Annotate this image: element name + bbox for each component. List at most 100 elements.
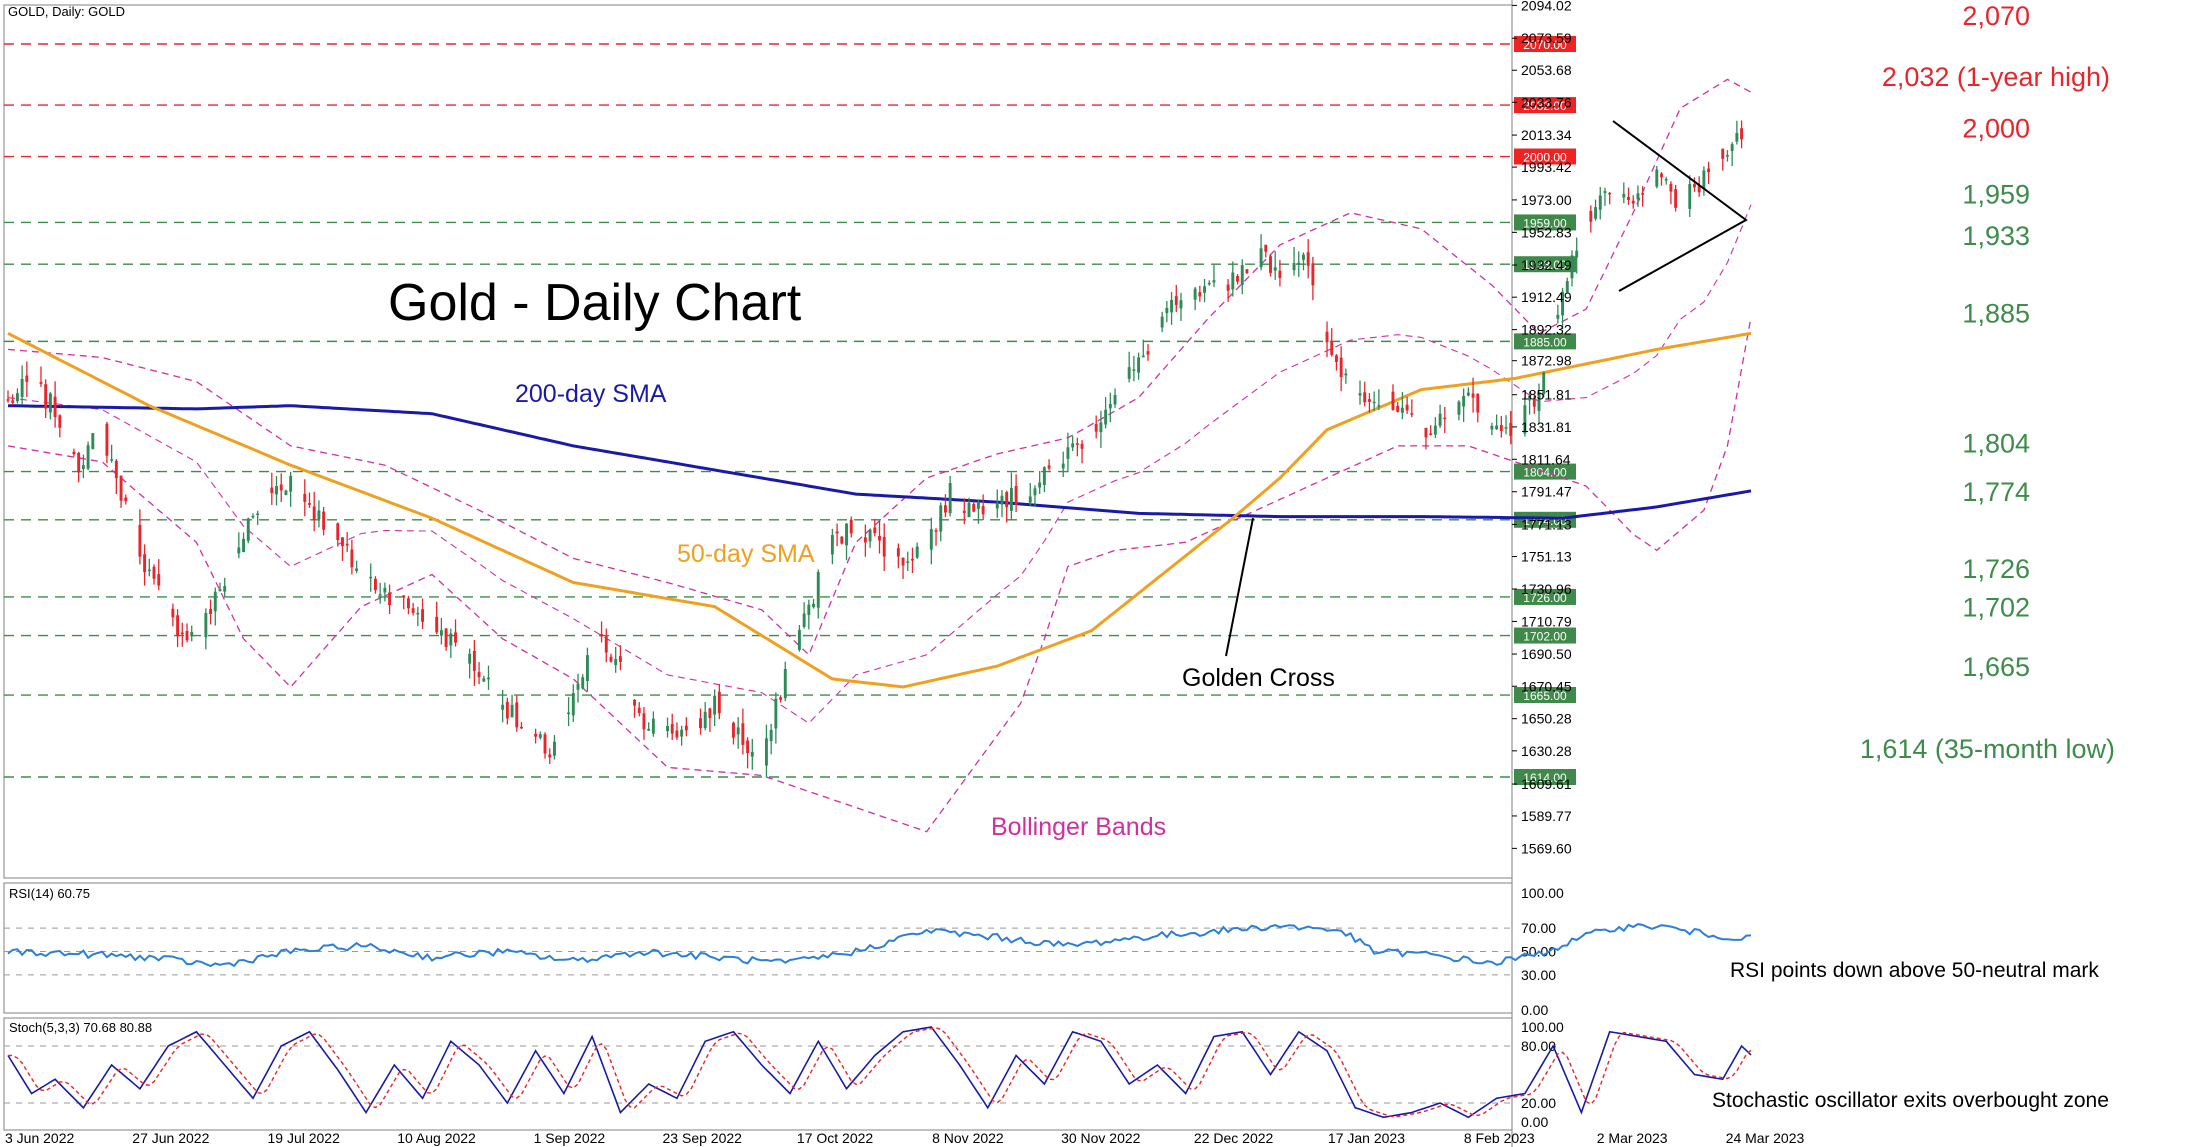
price-tick-label-1851.81: 1851.81 — [1521, 387, 1572, 403]
candle-body — [567, 712, 571, 715]
level-tag-1804 — [1514, 463, 1576, 480]
candle-body — [44, 384, 48, 409]
stoch-title: Stoch(5,3,3) 70.68 80.88 — [9, 1020, 152, 1035]
candle-body — [157, 574, 161, 586]
candle-body — [1377, 405, 1381, 407]
date-label-4: 1 Sep 2022 — [534, 1130, 606, 1146]
moving-averages — [7, 331, 1752, 689]
level-tag-text-2070: 2070.00 — [1523, 38, 1567, 52]
candle-body — [1165, 307, 1169, 314]
candle-body — [15, 393, 19, 402]
candle-body — [538, 734, 542, 738]
price-tick-label-1609.61: 1609.61 — [1521, 776, 1572, 792]
candle-body — [435, 616, 439, 633]
candle-body — [416, 612, 420, 615]
rsi-tick-0.00: 0.00 — [1521, 1002, 1548, 1018]
candle-body — [1108, 403, 1112, 409]
level-tag-1726 — [1514, 588, 1576, 605]
candle-body — [1198, 292, 1202, 297]
candle-body — [552, 741, 556, 756]
date-label-7: 8 Nov 2022 — [932, 1130, 1004, 1146]
candle-body — [1132, 369, 1136, 371]
candle-body — [1707, 168, 1711, 173]
candle-body — [477, 672, 481, 678]
candle-body — [1047, 465, 1051, 469]
candle-body — [388, 592, 392, 605]
level-tag-text-1959: 1959.00 — [1523, 216, 1567, 230]
candle-body — [86, 445, 90, 469]
level-tag-text-1804: 1804.00 — [1523, 466, 1567, 480]
candle-body — [501, 704, 505, 710]
candle-body — [1292, 262, 1296, 271]
candle-body — [1466, 392, 1470, 396]
candle-body — [1240, 265, 1244, 285]
candle-body — [1721, 148, 1725, 159]
candle-body — [1170, 299, 1174, 313]
candle-body — [242, 538, 245, 553]
stoch-tick-100.00: 100.00 — [1521, 1019, 1564, 1035]
candle-body — [1627, 196, 1630, 200]
candle-body — [774, 698, 778, 729]
candle-body — [58, 415, 62, 428]
golden-cross-label: Golden Cross — [1182, 664, 1335, 692]
candlesticks — [6, 120, 1744, 778]
candle-body — [1207, 282, 1211, 285]
candle-body — [633, 699, 636, 706]
candle-body — [962, 510, 966, 513]
candle-body — [741, 723, 745, 745]
candle-body — [1212, 280, 1216, 283]
chart-annotations: GOLD, Daily: GOLD Gold - Daily Chart 200… — [8, 4, 2109, 1112]
date-label-5: 23 Sep 2022 — [663, 1130, 743, 1146]
candle-body — [708, 708, 712, 719]
candle-body — [882, 537, 886, 557]
price-tick-label-1932.49: 1932.49 — [1521, 257, 1572, 273]
level-label-1885: 1,885 — [1962, 298, 2030, 328]
date-label-3: 10 Aug 2022 — [397, 1130, 476, 1146]
candle-body — [355, 568, 359, 571]
level-tag-text-2032: 2032.00 — [1523, 99, 1567, 113]
candle-body — [124, 497, 128, 502]
candle-body — [1542, 372, 1546, 394]
candle-body — [816, 571, 820, 608]
candle-body — [1259, 248, 1263, 268]
candle-body — [1005, 492, 1009, 508]
level-tag-1665 — [1514, 687, 1576, 704]
candle-body — [1608, 192, 1612, 195]
rsi-title: RSI(14) 60.75 — [9, 886, 90, 901]
bollinger-label: Bollinger Bands — [991, 813, 1166, 841]
stochastic-panel: 100.00 80.00 20.00 0.00 — [4, 1019, 1752, 1130]
candle-body — [373, 578, 377, 591]
level-tag-text-1885: 1885.00 — [1523, 335, 1567, 349]
bollinger-lower — [7, 317, 1752, 833]
candle-body — [11, 400, 15, 403]
candle-body — [1594, 207, 1597, 219]
candle-body — [1311, 263, 1315, 286]
candle-body — [1740, 128, 1744, 140]
candle-body — [576, 683, 580, 690]
candle-body — [1429, 433, 1433, 435]
candle-body — [750, 751, 754, 757]
golden-cross-pointer — [1225, 517, 1254, 657]
candle-body — [647, 728, 651, 731]
level-tag-1959 — [1514, 214, 1576, 231]
candle-body — [454, 632, 457, 643]
candle-body — [609, 656, 613, 662]
price-tick-label-2073.59: 2073.59 — [1521, 30, 1572, 46]
candle-body — [1174, 296, 1178, 305]
candle-body — [1641, 193, 1645, 195]
candle-body — [487, 677, 490, 680]
price-tick-label-1912.49: 1912.49 — [1521, 289, 1572, 305]
candle-body — [967, 502, 971, 518]
rsi-annotation: RSI points down above 50-neutral mark — [1730, 959, 2099, 982]
candle-body — [1269, 256, 1272, 273]
candle-body — [1400, 407, 1404, 413]
level-tag-text-2000: 2000.00 — [1523, 151, 1567, 165]
candle-body — [204, 612, 208, 638]
candle-body — [411, 608, 415, 613]
candle-body — [732, 722, 735, 738]
date-label-2: 19 Jul 2022 — [267, 1130, 340, 1146]
candle-body — [383, 587, 387, 593]
candle-body — [976, 502, 980, 509]
